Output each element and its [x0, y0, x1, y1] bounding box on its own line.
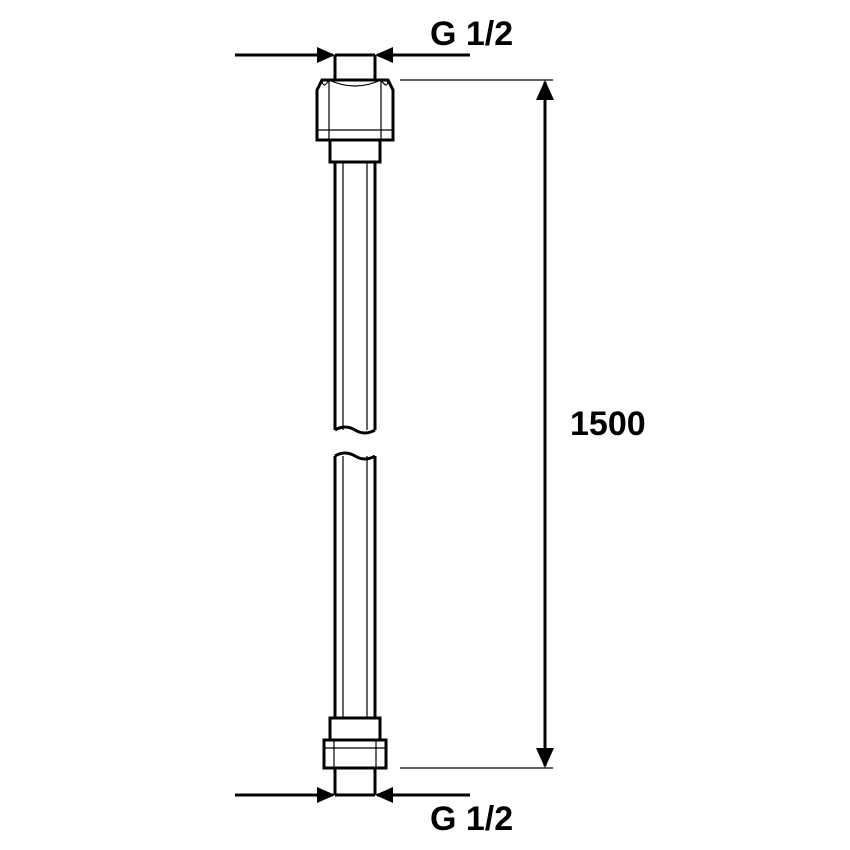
hose-body	[317, 55, 393, 795]
technical-drawing: G 1/2 G 1/2 1500	[0, 0, 850, 850]
dimension-length: 1500	[400, 80, 646, 768]
dimension-bottom-thread-label: G 1/2	[430, 800, 513, 838]
dimension-length-label: 1500	[570, 405, 646, 443]
dimension-top-thread-label: G 1/2	[430, 15, 513, 53]
